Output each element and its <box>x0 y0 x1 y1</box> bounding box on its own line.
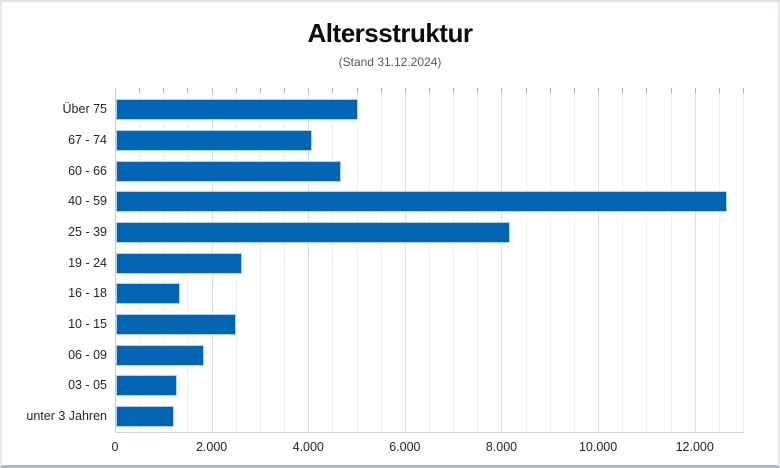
bar-16-18 <box>116 283 180 305</box>
top-tick-mark <box>694 88 696 93</box>
minor-gridline <box>718 90 720 432</box>
top-tick-mark <box>429 88 430 93</box>
chart-title: Altersstruktur <box>307 18 473 48</box>
minor-gridline <box>284 90 286 432</box>
category-label: 06 - 09 <box>68 347 107 362</box>
minor-gridline <box>477 90 479 432</box>
minor-gridline <box>670 90 672 432</box>
minor-gridline <box>332 90 334 432</box>
bar-über-75 <box>116 99 358 121</box>
minor-gridline <box>573 90 575 432</box>
x-tick-label: 2.000 <box>195 440 228 454</box>
minor-gridline <box>525 90 527 432</box>
bar-67-74 <box>116 129 312 151</box>
top-tick-mark <box>670 88 672 93</box>
minor-gridline <box>259 90 261 432</box>
top-tick-mark <box>525 88 527 93</box>
x-tick-label: 4.000 <box>292 440 324 454</box>
category-label: 03 - 05 <box>68 378 107 393</box>
x-axis-line <box>115 432 744 433</box>
minor-gridline <box>380 90 382 432</box>
minor-gridline <box>622 90 624 432</box>
category-label: 10 - 15 <box>68 317 107 332</box>
category-label: Über 75 <box>62 102 107 117</box>
bar-unter-3-jahren <box>116 406 174 428</box>
top-tick-mark <box>501 88 503 93</box>
category-label: 19 - 24 <box>68 255 107 270</box>
top-tick-mark <box>549 88 551 93</box>
bar-03-05 <box>116 375 178 397</box>
top-tick-mark <box>718 88 720 93</box>
category-label: 67 - 74 <box>68 132 107 147</box>
y-axis-line <box>115 88 116 432</box>
major-gridline <box>404 90 406 432</box>
category-label: 60 - 66 <box>68 163 107 178</box>
x-tick-label: 8.000 <box>485 440 518 454</box>
plot-area <box>115 88 744 432</box>
top-tick-mark <box>743 88 744 93</box>
top-tick-mark <box>404 88 406 93</box>
top-tick-mark <box>139 88 141 93</box>
top-tick-mark <box>284 88 286 93</box>
minor-gridline <box>453 90 455 432</box>
major-gridline <box>694 90 696 432</box>
top-tick-mark <box>308 88 310 93</box>
top-tick-mark <box>356 88 358 93</box>
minor-gridline <box>549 90 551 432</box>
major-gridline <box>598 90 600 432</box>
bar-06-09 <box>116 344 204 366</box>
minor-gridline <box>743 90 744 432</box>
bar-40-59 <box>116 191 728 213</box>
top-tick-mark <box>622 88 624 93</box>
top-tick-mark <box>453 88 455 93</box>
category-label: 40 - 59 <box>68 194 107 209</box>
top-tick-mark <box>646 88 648 93</box>
top-tick-mark <box>380 88 382 93</box>
top-tick-mark <box>259 88 261 93</box>
bar-25-39 <box>116 222 510 243</box>
x-tick-label: 0 <box>111 440 119 454</box>
bar-60-66 <box>116 160 341 182</box>
x-tick-label: 6.000 <box>389 440 421 454</box>
top-tick-mark <box>332 88 334 93</box>
top-tick-mark <box>187 88 189 93</box>
top-tick-mark <box>573 88 575 93</box>
category-label: 16 - 18 <box>68 286 107 301</box>
minor-gridline <box>646 90 648 432</box>
major-gridline <box>501 90 503 432</box>
chart-subtitle: (Stand 31.12.2024) <box>338 55 442 69</box>
x-tick-label: 10.000 <box>578 440 618 454</box>
bar-19-24 <box>116 252 242 274</box>
category-label: unter 3 Jahren <box>26 409 107 424</box>
top-tick-mark <box>211 88 213 93</box>
top-tick-mark <box>235 88 237 93</box>
top-tick-mark <box>598 88 600 93</box>
x-tick-label: 12.000 <box>675 440 714 454</box>
bar-10-15 <box>116 314 236 336</box>
minor-gridline <box>356 90 358 432</box>
minor-gridline <box>429 90 430 432</box>
top-tick-mark <box>477 88 479 93</box>
category-label: 25 - 39 <box>68 225 107 239</box>
top-tick-mark <box>163 88 165 93</box>
major-gridline <box>308 90 310 432</box>
